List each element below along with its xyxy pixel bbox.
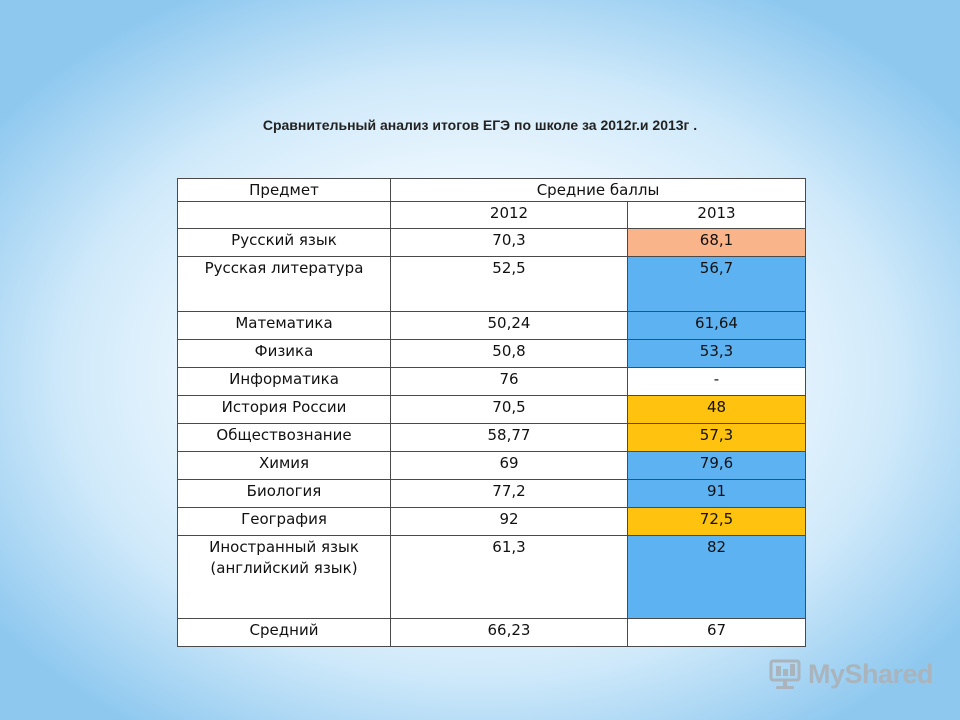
table-row: Физика 50,8 53,3 [177, 339, 807, 368]
score-2013-cell: 61,64 [626, 311, 807, 340]
watermark-logo: MyShared [768, 656, 934, 692]
subject-cell: Физика [177, 339, 391, 368]
score-2012-cell: 58,77 [390, 423, 628, 452]
subject-cell: Химия [177, 451, 391, 480]
score-2013-cell: 91 [626, 479, 807, 508]
table-row: Русский язык 70,3 68,1 [177, 228, 807, 257]
watermark-text: MyShared [808, 658, 934, 689]
score-2013-cell: 57,3 [626, 423, 807, 452]
subject-cell: История России [177, 395, 391, 424]
score-2013-cell: 72,5 [626, 507, 807, 536]
score-2013-cell: 79,6 [626, 451, 807, 480]
score-2012-cell: 69 [390, 451, 628, 480]
score-2012-cell: 70,3 [390, 228, 628, 257]
presentation-board-icon [769, 659, 801, 689]
table-row: Химия 69 79,6 [177, 451, 807, 480]
header-year-2013: 2013 [626, 201, 807, 229]
score-2012-cell: 61,3 [390, 535, 628, 619]
average-2012: 66,23 [390, 618, 628, 647]
table-row: Математика 50,24 61,64 [177, 311, 807, 340]
subject-cell: Иностранный язык (английский язык) [177, 535, 391, 619]
score-2013-cell: 82 [626, 535, 807, 619]
score-2012-cell: 52,5 [390, 256, 628, 312]
header-scores: Средние баллы [389, 178, 807, 202]
header-subject: Предмет [177, 178, 391, 202]
average-label: Средний [177, 618, 391, 647]
average-2013: 67 [626, 618, 807, 647]
table-row: География 92 72,5 [177, 507, 807, 536]
subject-cell: Русский язык [177, 228, 391, 257]
table-row: Иностранный язык (английский язык) 61,3 … [177, 535, 807, 619]
year-row: 2012 2013 [177, 201, 807, 229]
score-2013-cell: 48 [626, 395, 807, 424]
score-2012-cell: 77,2 [390, 479, 628, 508]
table-row: Информатика 76 - [177, 367, 807, 396]
subject-cell: Информатика [177, 367, 391, 396]
table-row: Обществознание 58,77 57,3 [177, 423, 807, 452]
page-title: Сравнительный анализ итогов ЕГЭ по школе… [262, 117, 698, 133]
score-2013-cell: 56,7 [626, 256, 807, 312]
subject-cell: Биология [177, 479, 391, 508]
header-row: Предмет Средние баллы [177, 178, 807, 202]
score-2013-cell: - [626, 367, 807, 396]
score-2012-cell: 50,24 [390, 311, 628, 340]
table-row: Русская литература 52,5 56,7 [177, 256, 807, 312]
score-2012-cell: 92 [390, 507, 628, 536]
table-row: Биология 77,2 91 [177, 479, 807, 508]
results-table: Предмет Средние баллы 2012 2013 Русский … [177, 178, 807, 647]
subject-cell: Математика [177, 311, 391, 340]
score-2013-cell: 68,1 [626, 228, 807, 257]
header-subject-blank [177, 201, 391, 229]
score-2012-cell: 70,5 [390, 395, 628, 424]
subject-cell: Обществознание [177, 423, 391, 452]
average-row: Средний 66,23 67 [177, 618, 807, 647]
header-year-2012: 2012 [390, 201, 628, 229]
subject-cell: География [177, 507, 391, 536]
score-2012-cell: 50,8 [390, 339, 628, 368]
score-2012-cell: 76 [390, 367, 628, 396]
subject-cell: Русская литература [177, 256, 391, 312]
score-2013-cell: 53,3 [626, 339, 807, 368]
table-row: История России 70,5 48 [177, 395, 807, 424]
